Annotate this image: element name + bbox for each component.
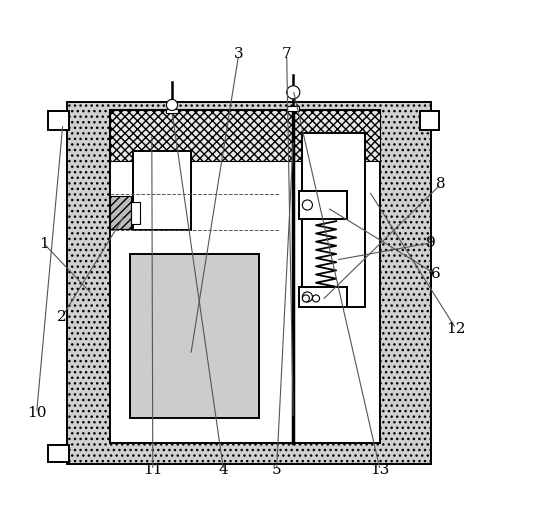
Bar (287, 107, 299, 111)
Circle shape (313, 295, 320, 302)
Bar (110, 196, 131, 229)
Text: 12: 12 (446, 322, 466, 336)
Circle shape (302, 295, 309, 302)
Bar (420, 111, 439, 130)
Bar (132, 151, 190, 230)
Bar (67, 103, 431, 464)
Bar (130, 254, 259, 418)
Bar (48, 111, 69, 130)
Text: 9: 9 (426, 236, 436, 250)
Text: 11: 11 (143, 463, 162, 477)
Circle shape (287, 86, 300, 99)
Text: 3: 3 (234, 47, 244, 61)
Bar (110, 110, 380, 443)
Text: 5: 5 (272, 463, 281, 477)
Text: 6: 6 (431, 267, 441, 281)
Bar (48, 445, 69, 462)
Bar (110, 110, 380, 161)
Bar (131, 203, 140, 224)
Bar (302, 133, 365, 307)
Text: 7: 7 (282, 47, 292, 61)
Text: 8: 8 (436, 177, 445, 192)
Text: 10: 10 (27, 406, 46, 420)
Circle shape (302, 200, 313, 210)
Bar (299, 191, 348, 218)
Text: 2: 2 (57, 310, 67, 324)
Circle shape (166, 100, 178, 111)
Circle shape (302, 292, 313, 302)
Text: 13: 13 (371, 463, 390, 477)
Text: 1: 1 (39, 237, 49, 251)
Bar (299, 287, 348, 307)
Bar (166, 109, 178, 113)
Text: 4: 4 (218, 463, 229, 477)
